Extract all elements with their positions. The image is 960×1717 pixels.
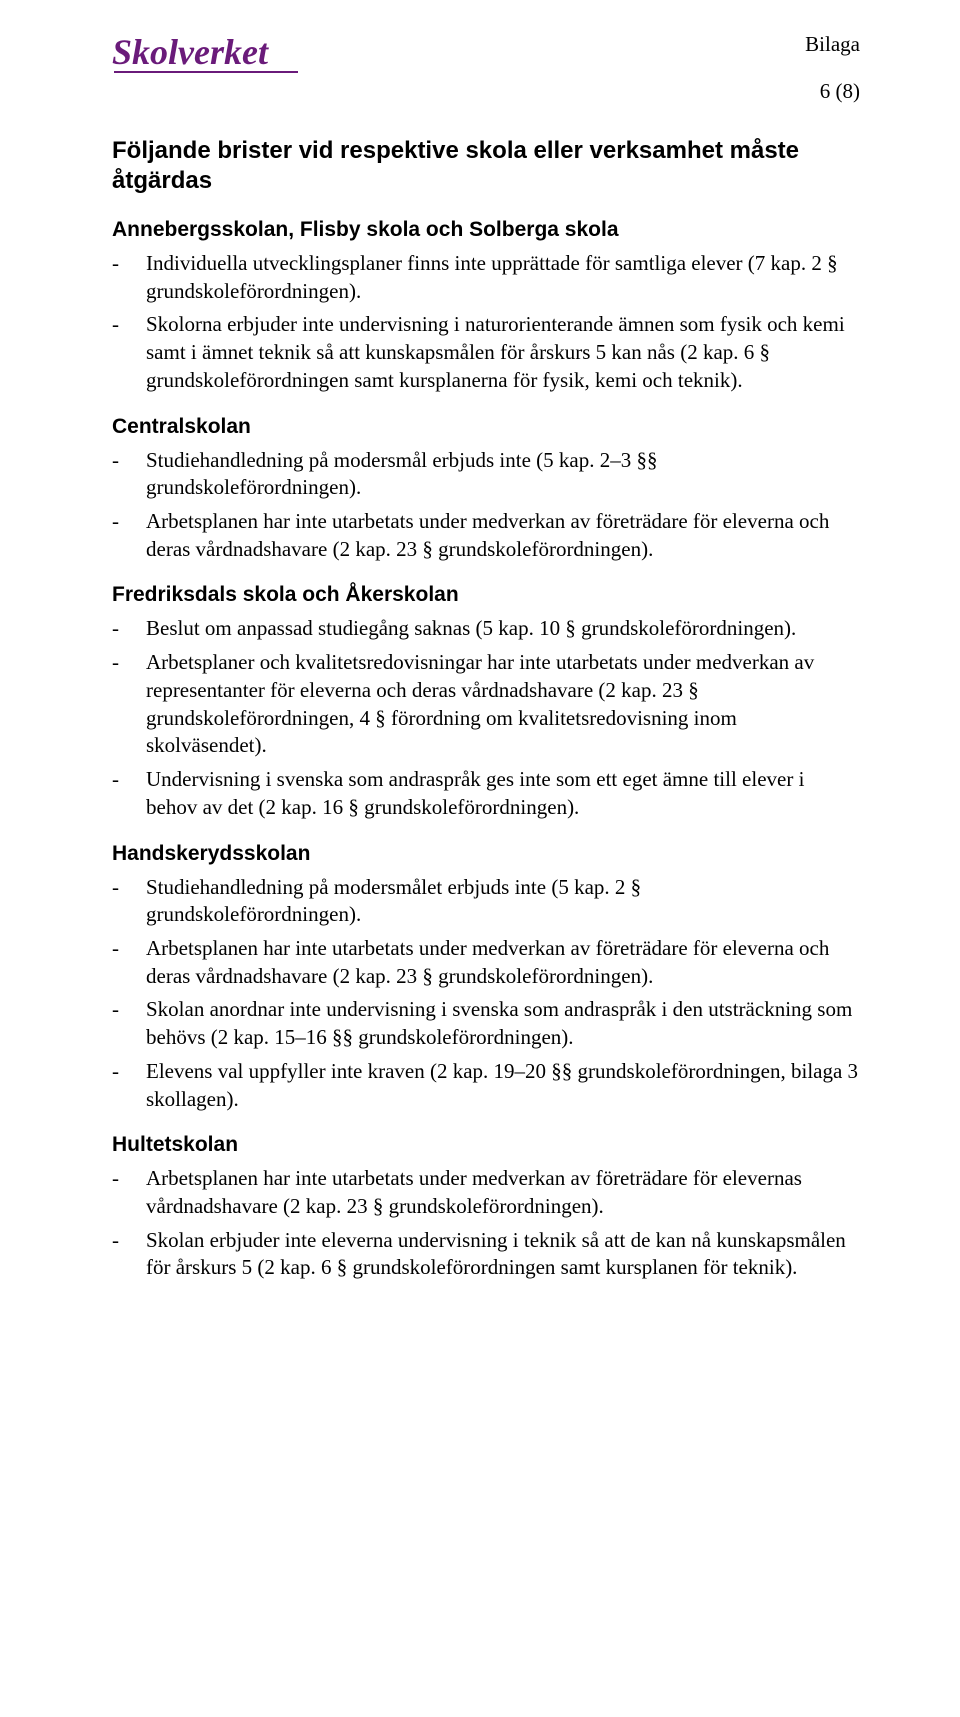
list-item: Elevens val uppfyller inte kraven (2 kap… <box>112 1058 860 1113</box>
section-heading: Centralskolan <box>112 415 860 439</box>
page-number: 6 (8) <box>805 79 860 104</box>
list-item: Arbetsplanen har inte utarbetats under m… <box>112 508 860 563</box>
list-item: Undervisning i svenska som andraspråk ge… <box>112 766 860 821</box>
logo-text: Skolverket <box>112 32 269 72</box>
section-heading: Annebergsskolan, Flisby skola och Solber… <box>112 218 860 242</box>
list-item: Arbetsplaner och kvalitetsredovisningar … <box>112 649 860 760</box>
section-list: Individuella utvecklingsplaner finns int… <box>112 250 860 395</box>
skolverket-logo: Skolverket <box>112 30 322 84</box>
list-item: Individuella utvecklingsplaner finns int… <box>112 250 860 305</box>
list-item: Beslut om anpassad studiegång saknas (5 … <box>112 615 860 643</box>
page-header: Skolverket Bilaga 6 (8) <box>112 30 860 104</box>
list-item: Arbetsplanen har inte utarbetats under m… <box>112 935 860 990</box>
section-heading: Fredriksdals skola och Åkerskolan <box>112 583 860 607</box>
document-body: Följande brister vid respektive skola el… <box>112 136 860 1282</box>
list-item: Skolan erbjuder inte eleverna undervisni… <box>112 1227 860 1282</box>
section-list: Beslut om anpassad studiegång saknas (5 … <box>112 615 860 821</box>
main-heading: Följande brister vid respektive skola el… <box>112 136 860 196</box>
list-item: Studiehandledning på modersmålet erbjuds… <box>112 874 860 929</box>
section-heading: Hultetskolan <box>112 1133 860 1157</box>
list-item: Skolorna erbjuder inte undervisning i na… <box>112 311 860 394</box>
header-right: Bilaga 6 (8) <box>805 32 860 104</box>
attachment-label: Bilaga <box>805 32 860 57</box>
list-item: Studiehandledning på modersmål erbjuds i… <box>112 447 860 502</box>
section-heading: Handskerydsskolan <box>112 842 860 866</box>
list-item: Skolan anordnar inte undervisning i sven… <box>112 996 860 1051</box>
list-item: Arbetsplanen har inte utarbetats under m… <box>112 1165 860 1220</box>
section-list: Studiehandledning på modersmål erbjuds i… <box>112 447 860 564</box>
section-list: Studiehandledning på modersmålet erbjuds… <box>112 874 860 1114</box>
section-list: Arbetsplanen har inte utarbetats under m… <box>112 1165 860 1282</box>
